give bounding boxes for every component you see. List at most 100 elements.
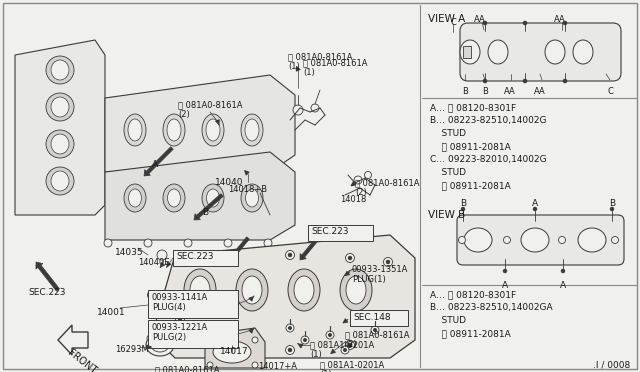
Bar: [463, 46, 471, 58]
Circle shape: [293, 105, 303, 115]
Circle shape: [559, 237, 566, 244]
Ellipse shape: [46, 167, 74, 195]
Text: STUD: STUD: [430, 168, 466, 177]
Polygon shape: [58, 325, 88, 355]
Text: 14018: 14018: [340, 195, 366, 204]
Polygon shape: [152, 235, 415, 358]
Text: (2): (2): [178, 110, 189, 119]
Circle shape: [264, 239, 272, 247]
Ellipse shape: [51, 134, 69, 154]
Text: Ⓑ 081A0-8161A: Ⓑ 081A0-8161A: [303, 58, 367, 67]
Ellipse shape: [241, 114, 263, 146]
Text: C: C: [607, 87, 613, 96]
Text: Ⓑ 081A0-8161A: Ⓑ 081A0-8161A: [288, 52, 353, 61]
Text: STUD: STUD: [430, 316, 466, 325]
Ellipse shape: [294, 276, 314, 304]
Ellipse shape: [128, 119, 142, 141]
Circle shape: [386, 318, 390, 322]
Polygon shape: [194, 194, 223, 220]
Text: SEC.223: SEC.223: [176, 252, 214, 261]
Text: A: A: [532, 199, 538, 208]
Ellipse shape: [51, 171, 69, 191]
Circle shape: [207, 362, 213, 368]
Circle shape: [371, 326, 379, 334]
Circle shape: [147, 335, 153, 341]
Ellipse shape: [236, 269, 268, 311]
Ellipse shape: [242, 276, 262, 304]
Ellipse shape: [206, 119, 220, 141]
Circle shape: [533, 207, 537, 211]
Circle shape: [328, 333, 332, 337]
Circle shape: [523, 79, 527, 83]
Circle shape: [288, 253, 292, 257]
Text: SEC.223: SEC.223: [311, 227, 349, 236]
Circle shape: [563, 21, 567, 25]
Bar: [173, 250, 238, 266]
Circle shape: [346, 253, 355, 263]
Circle shape: [144, 239, 152, 247]
Circle shape: [341, 346, 349, 354]
Circle shape: [503, 269, 507, 273]
Text: A: A: [502, 281, 508, 290]
Circle shape: [458, 237, 465, 244]
Circle shape: [610, 207, 614, 211]
FancyBboxPatch shape: [457, 215, 624, 265]
Text: B: B: [202, 208, 208, 217]
Circle shape: [346, 340, 355, 350]
Circle shape: [175, 315, 184, 324]
Text: B: B: [460, 199, 466, 208]
Polygon shape: [105, 152, 295, 240]
Circle shape: [175, 257, 184, 266]
Text: VIEW B: VIEW B: [428, 210, 465, 220]
Text: ⓝ 08911-2081A: ⓝ 08911-2081A: [430, 181, 511, 190]
Ellipse shape: [202, 184, 224, 212]
Bar: [350, 310, 408, 326]
Circle shape: [228, 343, 232, 347]
Ellipse shape: [184, 269, 216, 311]
Circle shape: [285, 346, 294, 355]
Text: (1): (1): [303, 68, 315, 77]
Polygon shape: [15, 40, 105, 215]
Ellipse shape: [151, 338, 169, 352]
Ellipse shape: [168, 189, 180, 207]
Circle shape: [225, 340, 234, 350]
Bar: [148, 320, 238, 348]
Circle shape: [207, 337, 213, 343]
Text: ⓝ 08911-2081A: ⓝ 08911-2081A: [430, 142, 511, 151]
Circle shape: [147, 291, 157, 299]
Polygon shape: [300, 237, 319, 260]
Text: C… 09223-82010,14002G: C… 09223-82010,14002G: [430, 155, 547, 164]
Circle shape: [523, 21, 527, 25]
Text: AA: AA: [504, 87, 516, 96]
Circle shape: [224, 239, 232, 247]
Text: (1): (1): [288, 62, 300, 71]
Polygon shape: [105, 75, 295, 172]
Circle shape: [104, 239, 112, 247]
Circle shape: [326, 331, 334, 339]
Text: B… 08223-82510,14002GA: B… 08223-82510,14002GA: [430, 303, 552, 312]
Text: .I / 0008: .I / 0008: [593, 360, 630, 369]
Text: ⓝ 08911-2081A: ⓝ 08911-2081A: [430, 329, 511, 338]
Text: STUD: STUD: [430, 129, 466, 138]
Circle shape: [286, 324, 294, 332]
Text: A… Ⓑ 08120-8301F: A… Ⓑ 08120-8301F: [430, 103, 516, 112]
Polygon shape: [205, 328, 265, 368]
Text: 16293M: 16293M: [115, 345, 148, 354]
Circle shape: [178, 260, 182, 264]
Ellipse shape: [340, 269, 372, 311]
Circle shape: [150, 293, 154, 297]
Circle shape: [301, 336, 309, 344]
Text: AA: AA: [534, 87, 546, 96]
Ellipse shape: [124, 184, 146, 212]
Circle shape: [354, 176, 362, 184]
Text: (1): (1): [320, 370, 332, 372]
Text: Ⓑ 081A0-8161A: Ⓑ 081A0-8161A: [155, 365, 220, 372]
Text: AA: AA: [554, 15, 566, 24]
Circle shape: [483, 79, 487, 83]
Text: B: B: [609, 199, 615, 208]
Ellipse shape: [46, 93, 74, 121]
Text: 14017+A: 14017+A: [258, 362, 297, 371]
Circle shape: [225, 253, 234, 263]
Circle shape: [373, 328, 377, 332]
Ellipse shape: [202, 114, 224, 146]
